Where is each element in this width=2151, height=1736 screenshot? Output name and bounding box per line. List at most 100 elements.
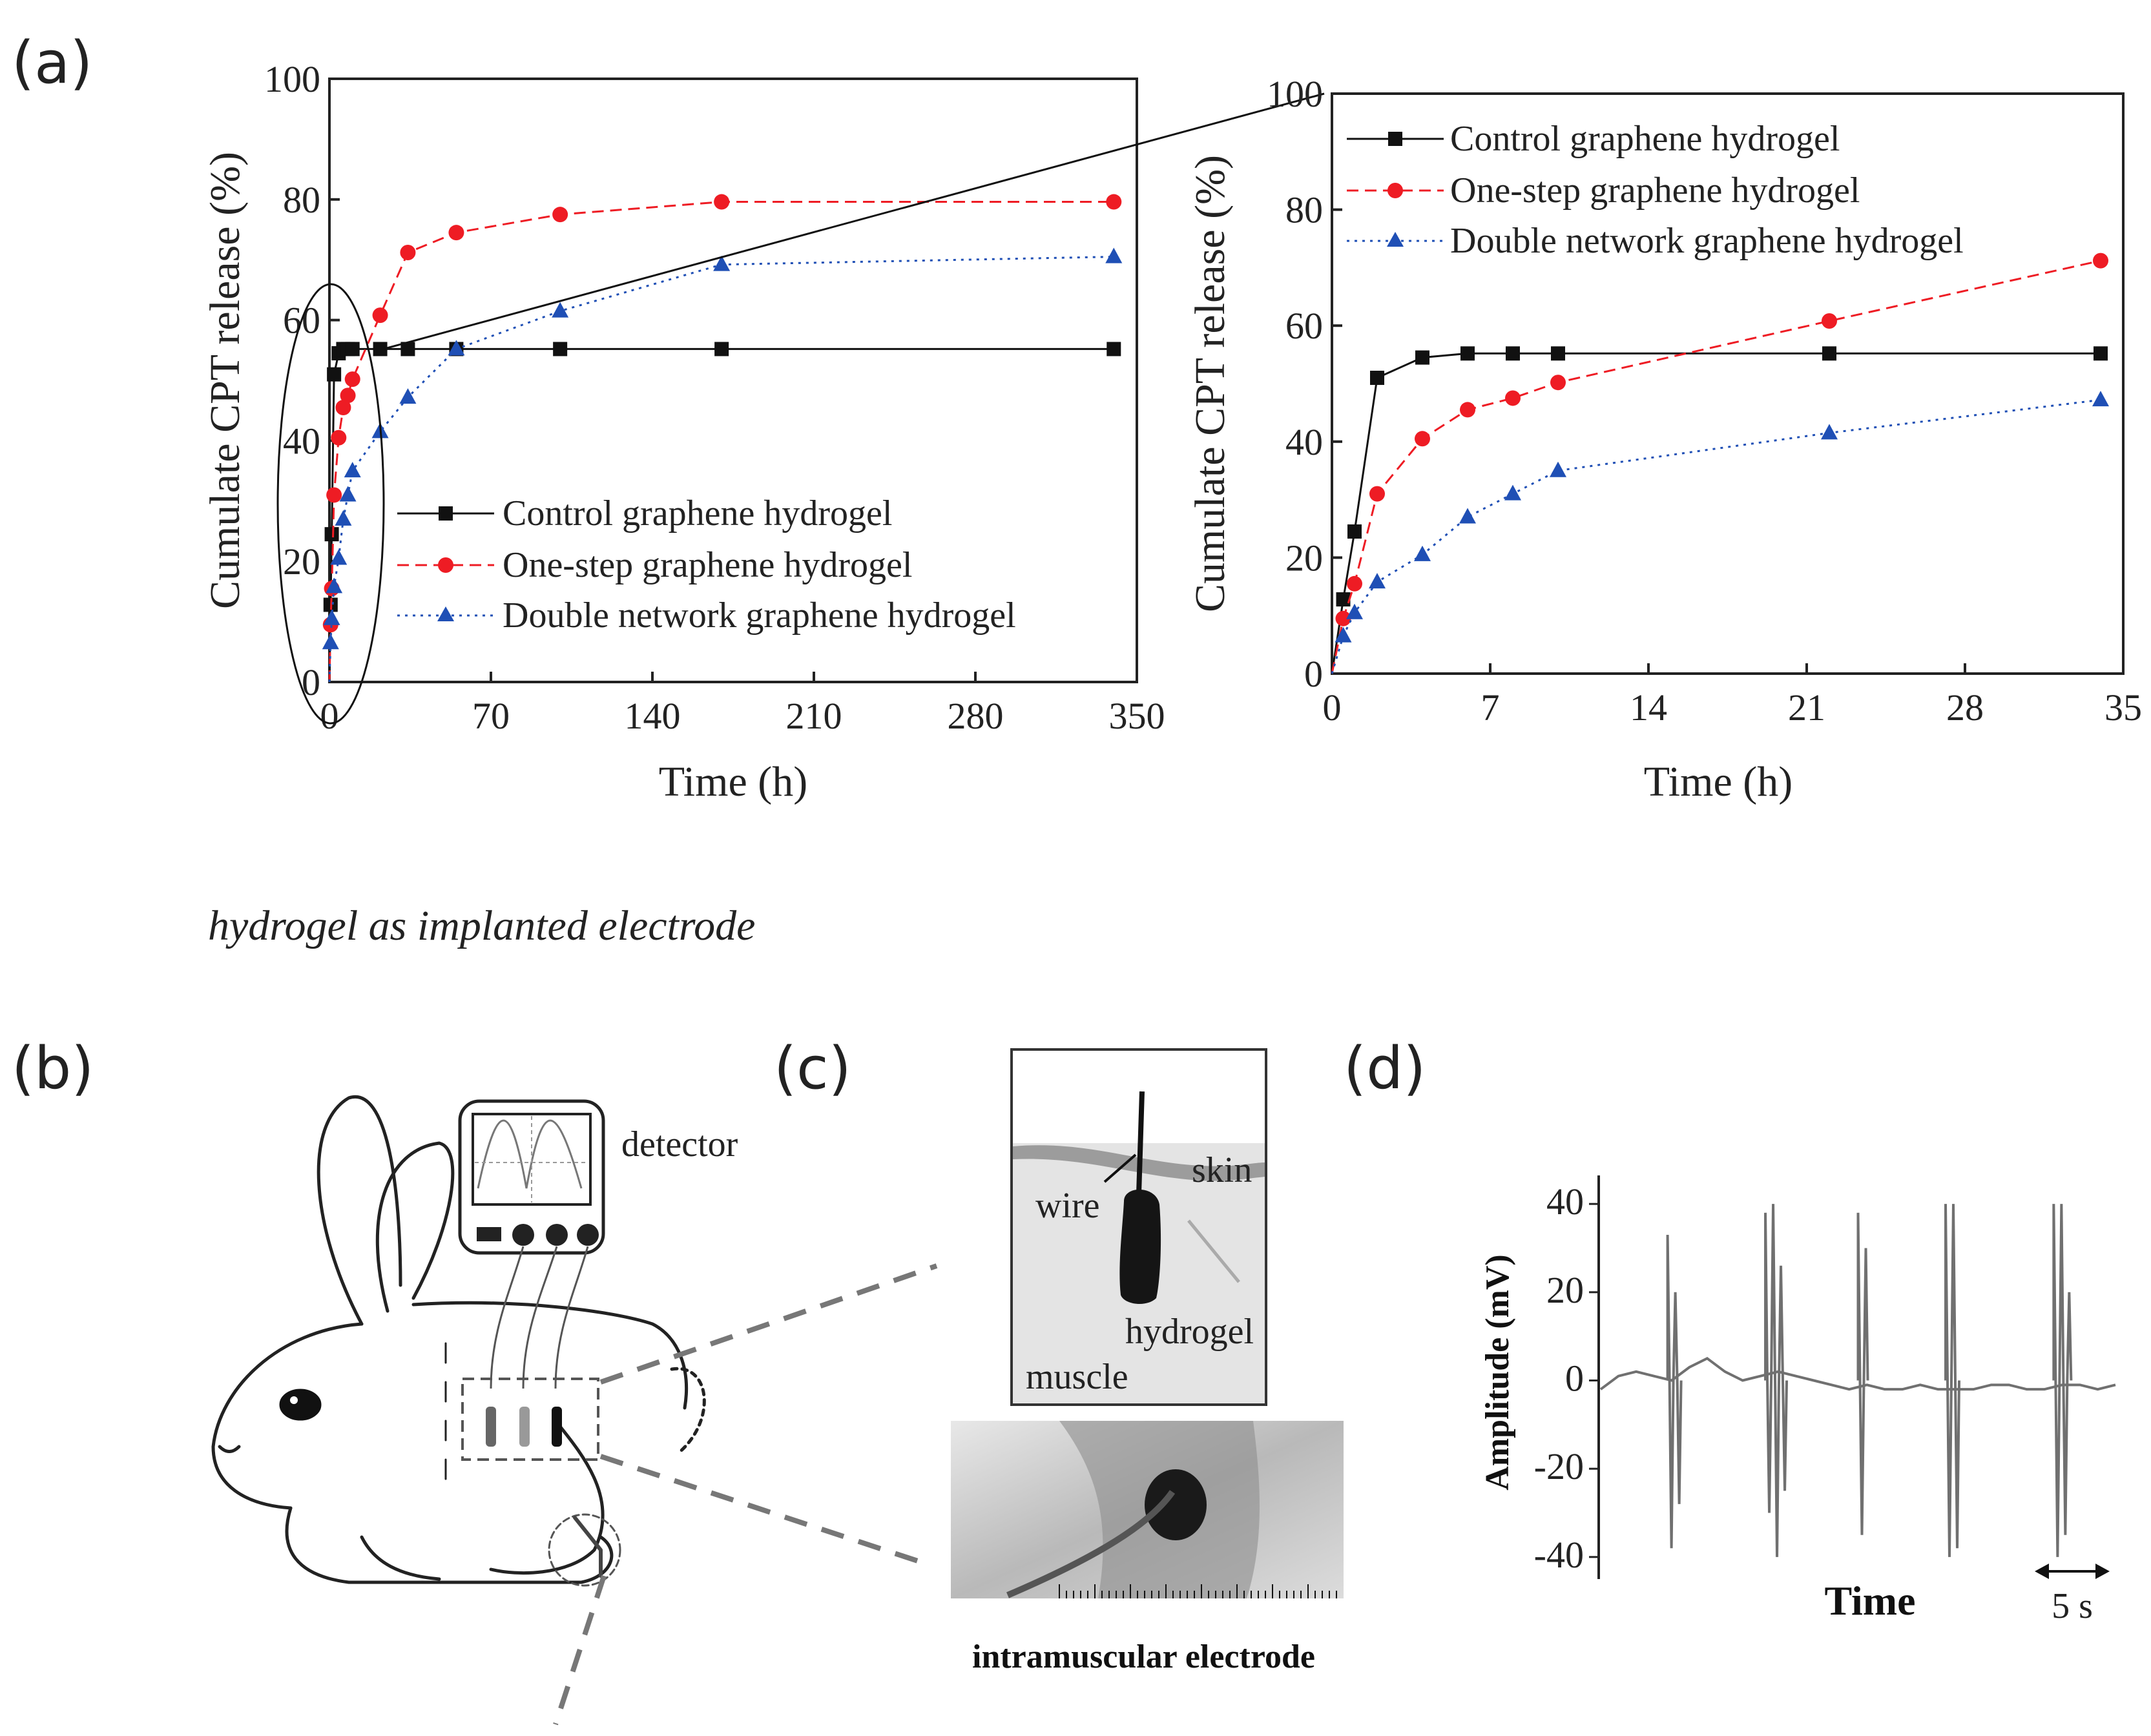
- legend-label-double: Double network graphene hydrogel: [503, 595, 1016, 636]
- inset-point-onestep-3: [1369, 486, 1385, 502]
- main-point-double-5: [335, 510, 352, 526]
- inset-point-double-4: [1414, 545, 1431, 561]
- inset-y-tick-1: 20: [1285, 537, 1323, 579]
- rabbit-eye: [279, 1389, 322, 1421]
- emg-burst-4: [2052, 1204, 2073, 1557]
- rabbit-ear-front: [375, 1141, 455, 1313]
- chart-emg-signal: 40 20 0 -20 -40 Amplitude (mV) Time 5 s: [1479, 1175, 2116, 1626]
- emg-scale-bar: 5 s: [2035, 1564, 2110, 1626]
- wire-pointer: [1103, 1153, 1137, 1183]
- electrode-schematic: skin wire hydrogel muscle: [1010, 1048, 1267, 1406]
- hydrogel-pointer: [1187, 1219, 1240, 1283]
- inset-point-control-2: [1347, 524, 1362, 539]
- main-point-double-2: [323, 609, 340, 625]
- main-point-double-12: [713, 255, 731, 271]
- detector-waveform: [477, 1119, 583, 1189]
- emg-y-axis-title: Amplitude (mV): [1479, 1254, 1516, 1490]
- rabbit-belly: [285, 1506, 614, 1584]
- main-point-onestep-7: [344, 371, 360, 388]
- zoom-connector-line: [384, 92, 1325, 350]
- main-y-tick-1: 20: [283, 541, 320, 583]
- main-point-control-13: [1107, 342, 1121, 356]
- chart-inset-release: 0 20 40 60 80 100 0 7 14 21 28 35 Time (h) Cumulat…: [1187, 73, 2142, 805]
- zoom-dash-bottom: [553, 1575, 607, 1726]
- schematic-label-skin: skin: [1192, 1150, 1252, 1190]
- inset-y-tick-3: 60: [1285, 305, 1323, 347]
- main-point-onestep-9: [400, 244, 416, 260]
- main-x-axis-title: Time (h): [659, 758, 807, 805]
- main-point-double-3: [326, 577, 343, 594]
- main-x-tick-0: 0: [320, 695, 339, 737]
- inset-point-control-1: [1336, 592, 1351, 607]
- inset-y-tick-labels: 0 20 40 60 80 100: [1267, 73, 1342, 695]
- inset-x-tick-3: 21: [1788, 687, 1825, 728]
- caption-intramuscular-electrode: intramuscular electrode: [972, 1638, 1315, 1675]
- main-y-tick-4: 80: [283, 179, 320, 221]
- main-point-double-1: [322, 634, 339, 650]
- inset-series-line-onestep: [1331, 260, 2101, 674]
- detector-device: detector: [458, 1099, 738, 1389]
- main-point-double-4: [330, 549, 348, 565]
- electrode-1: [486, 1407, 496, 1447]
- schematic-label-hydrogel: hydrogel: [1125, 1312, 1254, 1352]
- main-point-onestep-12: [714, 194, 730, 210]
- main-x-tick-5: 350: [1109, 695, 1165, 737]
- thigh-site-circle: [548, 1513, 621, 1587]
- main-point-double-13: [1105, 247, 1123, 264]
- inset-y-tick-5: 100: [1267, 73, 1323, 115]
- rabbit-hind-leg: [489, 1419, 605, 1575]
- inset-point-double-6: [1504, 484, 1521, 501]
- main-point-double-10: [448, 340, 465, 356]
- legend-marker-control: [439, 506, 453, 521]
- inset-point-control-8: [1822, 346, 1836, 361]
- zoom-dash-upper: [599, 1263, 938, 1385]
- inset-y-tick-0: 0: [1304, 653, 1323, 695]
- photo-ruler: [1059, 1584, 1337, 1598]
- inset-x-tick-4: 28: [1946, 687, 1984, 728]
- rabbit-illustration: [211, 1095, 706, 1587]
- inset-x-tick-5: 35: [2104, 687, 2142, 728]
- inset-point-onestep-6: [1505, 390, 1521, 406]
- emg-scale-label: 5 s: [2052, 1586, 2093, 1626]
- detector-wire-3: [554, 1246, 589, 1389]
- inset-point-onestep-8: [1822, 313, 1837, 329]
- inset-point-double-5: [1459, 508, 1476, 524]
- main-y-tick-2: 40: [283, 420, 320, 462]
- emg-signal-group: [1599, 1204, 2116, 1557]
- inset-x-tick-2: 14: [1630, 687, 1667, 728]
- emg-y-tick-0: 40: [1546, 1181, 1584, 1223]
- inset-legend-label-double: Double network graphene hydrogel: [1450, 221, 1964, 261]
- inset-point-onestep-1: [1335, 610, 1351, 626]
- inset-legend: Control graphene hydrogel One-step graph…: [1347, 119, 1964, 261]
- inset-point-control-6: [1506, 346, 1520, 361]
- main-y-tick-0: 0: [302, 661, 320, 703]
- emg-burst-0: [1666, 1234, 1683, 1549]
- inset-legend-marker-double: [1387, 232, 1404, 247]
- inset-series-group: [1331, 253, 2109, 674]
- inset-point-control-7: [1551, 346, 1565, 361]
- main-point-onestep-3: [326, 487, 342, 503]
- emg-burst-2: [1856, 1212, 1869, 1535]
- inset-point-onestep-9: [2093, 253, 2108, 269]
- inset-point-onestep-5: [1460, 402, 1475, 418]
- rabbit-ear-back: [317, 1095, 402, 1326]
- detector-knob-1: [512, 1224, 534, 1246]
- rabbit-tail: [670, 1367, 706, 1455]
- main-point-onestep-11: [552, 207, 568, 223]
- main-point-control-9: [400, 342, 415, 356]
- main-series-group: [322, 194, 1123, 683]
- inset-y-tick-4: 80: [1285, 189, 1323, 231]
- main-point-onestep-8: [372, 307, 388, 324]
- panel-label-b: (b): [12, 1035, 94, 1102]
- electrode-3: [552, 1407, 562, 1447]
- main-point-onestep-13: [1106, 194, 1122, 210]
- inset-point-control-5: [1460, 346, 1475, 361]
- rabbit-back: [411, 1301, 689, 1410]
- inset-x-tick-1: 7: [1481, 687, 1500, 728]
- emg-y-tick-1: 20: [1546, 1269, 1584, 1311]
- inset-x-tick-0: 0: [1323, 687, 1342, 728]
- main-series-line-double: [328, 256, 1114, 683]
- inset-point-double-3: [1369, 573, 1386, 589]
